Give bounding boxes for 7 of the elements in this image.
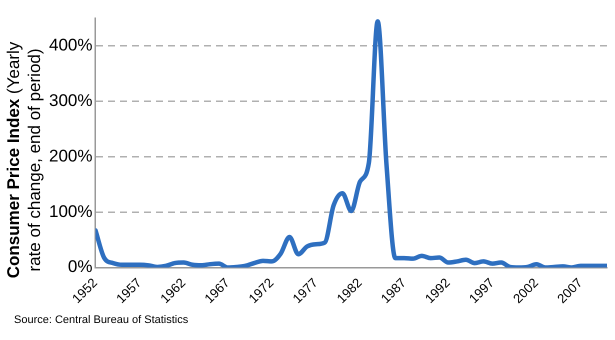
source-note: Source: Central Bureau of Statistics xyxy=(14,314,188,326)
line-series xyxy=(95,19,607,268)
y-tick-label: 200% xyxy=(48,146,92,166)
y-tick-label: 300% xyxy=(48,90,92,110)
y-tick-label: 0% xyxy=(68,257,92,276)
y-tick-label: 100% xyxy=(48,202,92,221)
y-tick-label: 400% xyxy=(48,35,92,54)
